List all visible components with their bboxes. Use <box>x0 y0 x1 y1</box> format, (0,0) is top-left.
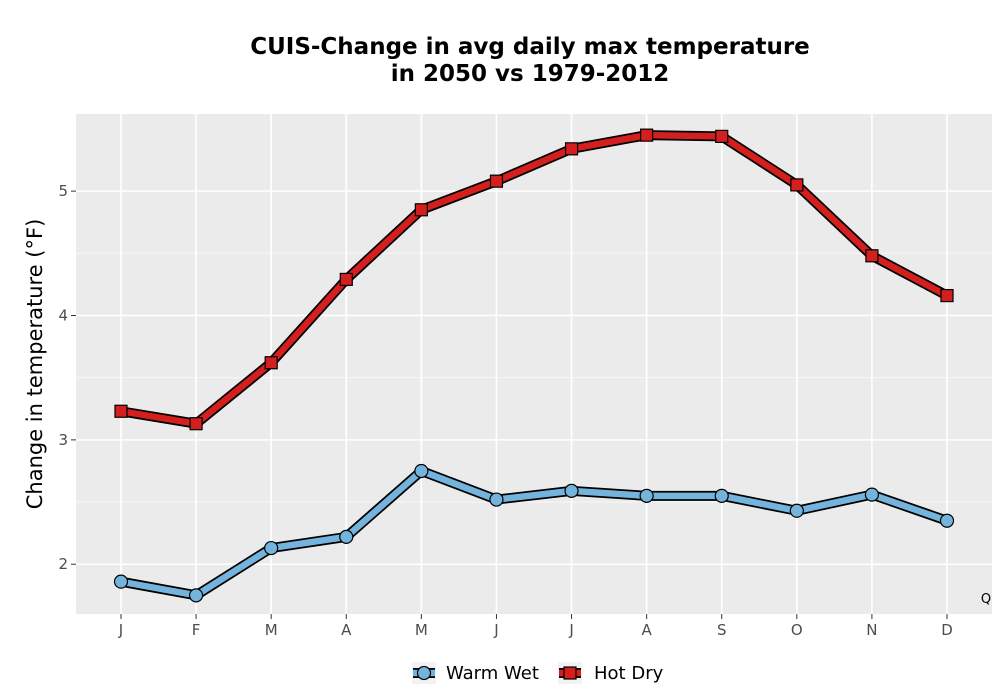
x-tick-label: M <box>415 621 428 639</box>
data-point-hot-dry <box>865 249 879 263</box>
data-point-hot-dry <box>564 142 579 156</box>
x-tick-label: D <box>941 621 953 639</box>
data-point-hot-dry <box>640 128 654 142</box>
x-tick-label: M <box>265 621 278 639</box>
series-line-hot-dry <box>120 131 949 427</box>
data-point-warm-wet <box>489 492 504 507</box>
y-tick-label: 4 <box>58 306 68 324</box>
x-tick-label: O <box>791 621 803 639</box>
series-layer <box>113 128 955 603</box>
x-tick-label: F <box>192 621 201 639</box>
x-tick-label: J <box>493 621 498 639</box>
data-point-warm-wet <box>714 488 729 503</box>
corner-label: Q <box>981 592 991 607</box>
x-tick-label: A <box>341 621 352 639</box>
chart-title-line-2: in 2050 vs 1979-2012 <box>391 61 670 87</box>
chart-title-line-1: CUIS-Change in avg daily max temperature <box>250 34 810 60</box>
plot-panel <box>76 114 992 614</box>
data-point-warm-wet <box>339 529 354 544</box>
x-tick-label: J <box>118 621 123 639</box>
data-point-warm-wet <box>113 574 129 589</box>
data-point-hot-dry <box>715 129 729 143</box>
y-axis-ticks: 2 3 4 5 <box>58 182 76 573</box>
data-point-warm-wet <box>414 463 429 479</box>
legend-marker-hot-dry <box>563 666 577 680</box>
data-point-hot-dry <box>489 174 504 188</box>
data-point-hot-dry <box>264 356 278 370</box>
legend-label-warm-wet: Warm Wet <box>446 663 539 684</box>
grid-major <box>76 114 992 614</box>
y-tick-label: 3 <box>58 431 68 449</box>
data-point-warm-wet <box>564 483 579 498</box>
x-tick-label: N <box>866 621 877 639</box>
y-tick-label: 5 <box>58 182 68 200</box>
legend: Warm Wet Hot Dry <box>412 662 664 684</box>
series-line-warm-wet <box>120 467 949 599</box>
data-point-hot-dry <box>940 288 954 303</box>
data-point-hot-dry <box>414 203 428 217</box>
data-point-hot-dry <box>114 404 128 418</box>
x-tick-label: A <box>642 621 653 639</box>
data-point-warm-wet <box>939 513 955 528</box>
data-point-hot-dry <box>339 272 353 287</box>
legend-marker-warm-wet <box>416 665 432 681</box>
data-point-hot-dry <box>189 417 203 431</box>
data-point-warm-wet <box>864 487 880 502</box>
data-point-warm-wet <box>639 488 654 503</box>
x-tick-label: J <box>568 621 573 639</box>
legend-label-hot-dry: Hot Dry <box>594 663 664 684</box>
y-tick-label: 2 <box>58 555 68 573</box>
x-tick-label: S <box>717 621 727 639</box>
data-point-warm-wet <box>264 540 279 556</box>
y-axis-label: Change in temperature (°F) <box>23 219 47 510</box>
data-point-warm-wet <box>789 503 804 518</box>
data-point-hot-dry <box>790 178 804 192</box>
data-point-warm-wet <box>188 588 204 603</box>
